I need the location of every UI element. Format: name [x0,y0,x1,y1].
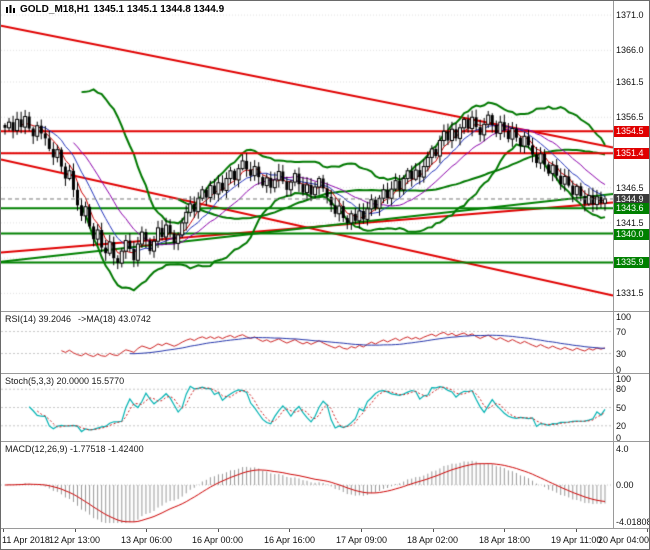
time-axis-tick [433,529,434,532]
rsi-axis-label: 0 [616,365,622,375]
stoch-axis-label: 20 [616,421,627,431]
time-axis-label: 13 Apr 06:00 [121,535,173,545]
macd-title: MACD(12,26,9) -1.77518 -1.42400 [5,444,144,454]
time-axis-tick [289,529,290,532]
price-axis[interactable]: 4.0 0.00 -4.01808 1371.0 1366.0 1361.5 1356… [614,1,650,528]
price-tick-label: 1341.5 [616,218,644,228]
price-tick-label: 1346.5 [616,183,644,193]
time-axis-tick [75,529,76,532]
price-level-badge: 1351.4 [614,148,649,159]
macd-indicator-label: MACD(12,26,9) -1.77518 -1.42400 [5,444,144,454]
time-axis-tick [361,529,362,532]
macd-axis-zero: 0.00 [616,480,634,490]
rsi-panel-canvas[interactable] [1,312,613,373]
price-level-badge: 1344.9 [614,194,649,205]
time-axis-label: 18 Apr 18:00 [479,535,531,545]
time-axis-tick [218,529,219,532]
panel-divider[interactable] [1,441,649,442]
axis-separator-line [613,1,614,528]
rsi-indicator-label: RSI(14) 39.2046 ->MA(18) 43.0742 [5,314,151,324]
stoch-axis-label: 50 [616,403,627,413]
chart-icon [6,5,15,13]
symbol-ohlc-values: 1345.1 1345.1 1344.8 1344.9 [93,4,225,15]
time-axis-label: 12 Apr 13:00 [49,535,101,545]
time-axis-tick [647,529,648,532]
time-axis-tick [504,529,505,532]
price-level-badge: 1335.9 [614,257,649,268]
time-axis-label: 11 Apr 2018 [2,535,50,545]
symbol-header: GOLD_M18,H1 1345.1 1345.1 1344.8 1344.9 [5,4,224,15]
time-axis-tick [146,529,147,532]
panel-divider[interactable] [1,373,649,374]
price-tick-label: 1331.5 [616,288,644,298]
main-chart-canvas[interactable] [1,1,613,311]
time-axis-tick [3,529,4,532]
price-tick-label: 1361.5 [616,77,644,87]
price-tick-label: 1371.0 [616,10,644,20]
stoch-axis-label: 100 [616,374,632,384]
panel-divider[interactable] [1,311,649,312]
macd-axis-bottom: -4.01808 [616,517,650,527]
price-tick-label: 1366.0 [616,45,644,55]
stoch-axis-label: 0 [616,433,622,443]
price-level-badge: 1343.6 [614,203,649,214]
time-axis-label: 18 Apr 02:00 [407,535,459,545]
rsi-ma-title: ->MA(18) 43.0742 [78,314,151,324]
symbol-name: GOLD_M18,H1 [20,4,90,15]
time-axis-label: 20 Apr 04:00 [598,535,650,545]
time-axis-label: 16 Apr 00:00 [192,535,244,545]
rsi-axis-label: 70 [616,327,627,337]
stochastic-panel-canvas[interactable] [1,374,613,441]
rsi-axis-label: 100 [616,312,632,322]
rsi-title: RSI(14) 39.2046 [5,314,72,324]
time-axis-tick [576,529,577,532]
stoch-axis-label: 80 [616,384,627,394]
time-axis[interactable]: 11 Apr 2018 12 Apr 13:00 13 Apr 06:00 16 Ap… [1,529,650,549]
macd-axis-top: 4.0 [616,444,629,454]
price-tick-label: 1356.5 [616,112,644,122]
panel-divider[interactable] [1,528,649,529]
macd-panel-canvas[interactable] [1,442,613,528]
rsi-axis-label: 30 [616,349,627,359]
price-level-badge: 1340.0 [614,229,649,240]
stochastic-indicator-label: Stoch(5,3,3) 20.0000 15.5770 [5,376,124,386]
time-axis-label: 17 Apr 09:00 [336,535,388,545]
stoch-title: Stoch(5,3,3) 20.0000 15.5770 [5,376,125,386]
time-axis-label: 19 Apr 11:00 [551,535,602,545]
price-level-badge: 1354.5 [614,126,649,137]
time-axis-label: 16 Apr 16:00 [264,535,316,545]
